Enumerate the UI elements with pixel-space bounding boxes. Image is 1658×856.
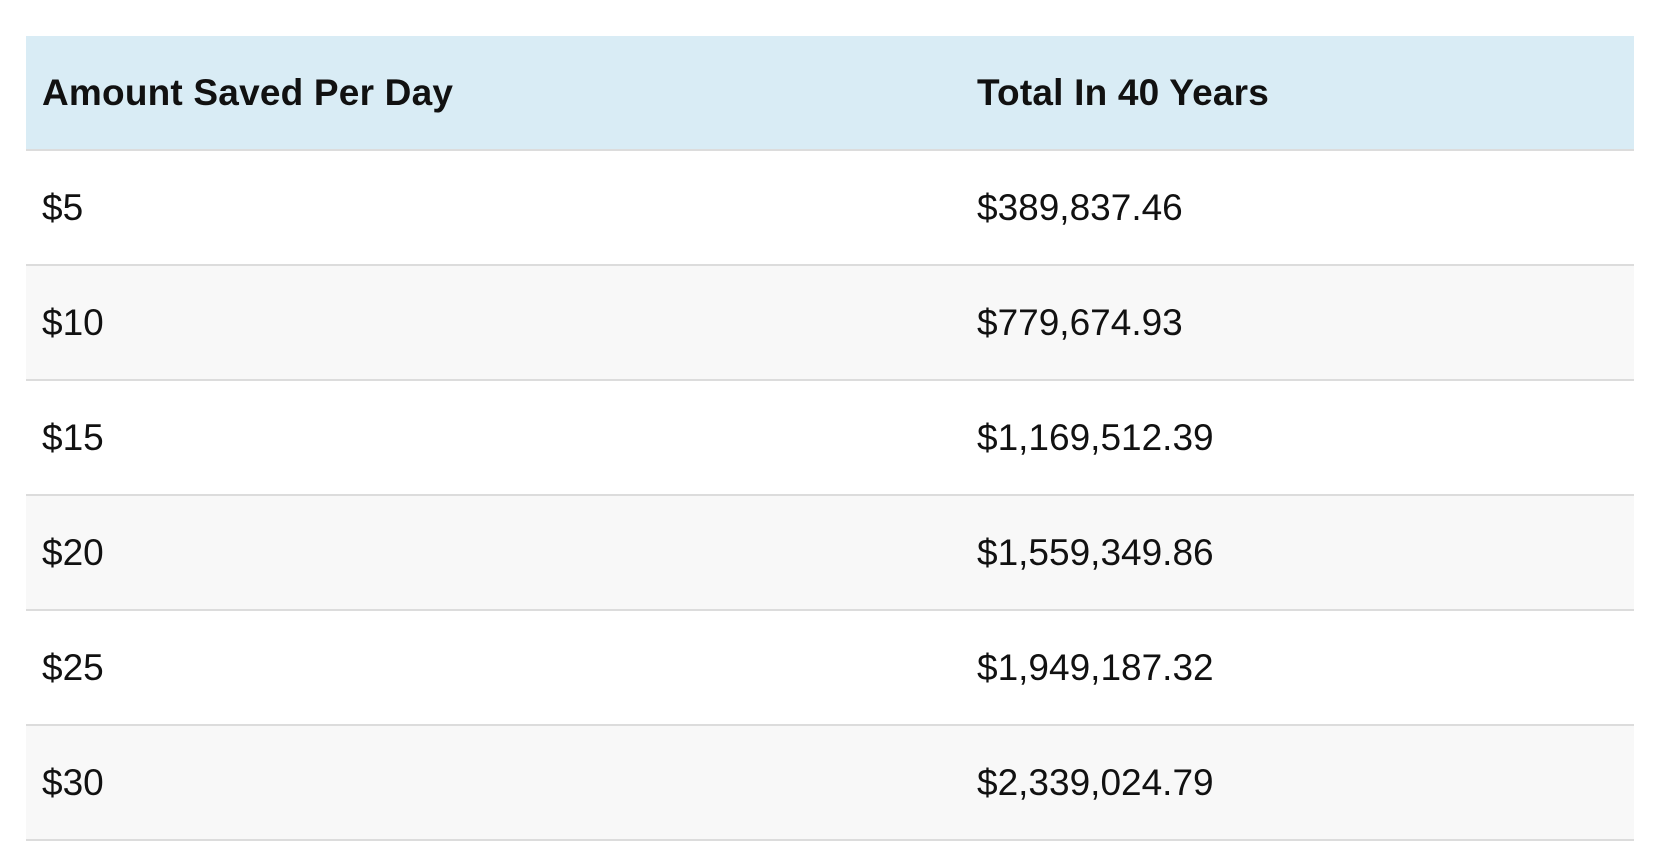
savings-table-container: Amount Saved Per Day Total In 40 Years $… bbox=[26, 36, 1634, 841]
table-row: $20 $1,559,349.86 bbox=[26, 495, 1634, 611]
cell-total: $1,559,349.86 bbox=[961, 495, 1634, 611]
cell-amount: $15 bbox=[26, 380, 961, 496]
cell-amount: $5 bbox=[26, 150, 961, 266]
cell-amount: $30 bbox=[26, 725, 961, 841]
header-row: Amount Saved Per Day Total In 40 Years bbox=[26, 36, 1634, 151]
table-row: $5 $389,837.46 bbox=[26, 150, 1634, 266]
table-row: $15 $1,169,512.39 bbox=[26, 380, 1634, 496]
table-header: Amount Saved Per Day Total In 40 Years bbox=[26, 36, 1634, 151]
savings-table: Amount Saved Per Day Total In 40 Years $… bbox=[26, 36, 1634, 841]
cell-total: $2,339,024.79 bbox=[961, 725, 1634, 841]
column-header-total: Total In 40 Years bbox=[961, 36, 1634, 151]
table-row: $10 $779,674.93 bbox=[26, 265, 1634, 381]
table-row: $25 $1,949,187.32 bbox=[26, 610, 1634, 726]
cell-amount: $20 bbox=[26, 495, 961, 611]
table-body: $5 $389,837.46 $10 $779,674.93 $15 $1,16… bbox=[26, 150, 1634, 841]
cell-amount: $10 bbox=[26, 265, 961, 381]
cell-total: $779,674.93 bbox=[961, 265, 1634, 381]
cell-total: $1,949,187.32 bbox=[961, 610, 1634, 726]
cell-total: $1,169,512.39 bbox=[961, 380, 1634, 496]
table-row: $30 $2,339,024.79 bbox=[26, 725, 1634, 841]
cell-total: $389,837.46 bbox=[961, 150, 1634, 266]
column-header-amount: Amount Saved Per Day bbox=[26, 36, 961, 151]
cell-amount: $25 bbox=[26, 610, 961, 726]
